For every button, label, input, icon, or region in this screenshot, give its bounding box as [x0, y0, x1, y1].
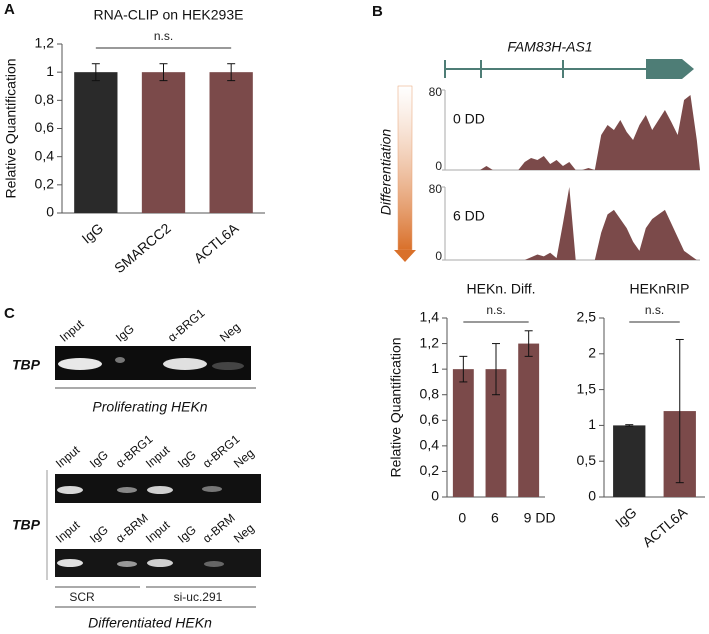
bar	[613, 425, 646, 497]
y-tick-label: 80	[429, 182, 443, 196]
x-tick-label: ACTL6A	[191, 219, 242, 266]
y-tick-label: 0	[588, 488, 596, 504]
annotation: n.s.	[645, 303, 664, 317]
x-tick-label: IgG	[612, 504, 640, 531]
chart-title: HEKn. Diff.	[467, 281, 536, 297]
lane-label: Neg	[217, 320, 243, 345]
x-tick-label: IgG	[79, 220, 107, 247]
y-tick-label: 0,5	[577, 452, 597, 468]
gel-target: TBP	[12, 517, 41, 533]
chart-title: RNA-CLIP on HEK293E	[94, 7, 244, 23]
y-tick-label: 0	[431, 488, 439, 504]
gel-caption: Proliferating HEKn	[92, 399, 207, 415]
y-tick-label: 1	[431, 360, 439, 376]
panel-label: B	[372, 3, 383, 20]
y-tick-label: 2,5	[577, 309, 597, 325]
lane-label: IgG	[87, 448, 111, 471]
lane-label: Input	[53, 442, 83, 470]
y-tick-label: 1	[588, 416, 596, 432]
y-tick-label: 0,6	[420, 411, 440, 427]
y-tick-label: 2	[588, 345, 596, 361]
y-tick-label: 1,5	[577, 380, 597, 396]
lane-label: Neg	[231, 446, 257, 471]
coverage-area	[445, 187, 700, 260]
x-tick-label: SMARCC2	[111, 220, 174, 276]
x-tick-label: 0	[458, 510, 466, 526]
chart-title: HEKnRIP	[630, 281, 690, 297]
track-label: 0 DD	[453, 111, 485, 127]
lane-label: IgG	[175, 523, 199, 546]
x-tick-label: 9 DD	[524, 510, 556, 526]
y-tick-label: 0,4	[420, 437, 440, 453]
track-label: 6 DD	[453, 208, 485, 224]
y-tick-label: 0	[46, 204, 54, 220]
x-tick-label: 6	[491, 510, 499, 526]
bar	[141, 72, 186, 214]
bar	[518, 343, 540, 497]
y-axis-label: Relative Quantification	[388, 337, 404, 477]
bar	[74, 72, 118, 214]
axis-label: Differentiation	[378, 129, 394, 216]
y-tick-label: 1,4	[420, 309, 440, 325]
lane-label: α-BRM	[200, 511, 238, 546]
y-tick-label: 0,4	[35, 147, 55, 163]
y-tick-label: 1,2	[420, 334, 440, 350]
group-label: SCR	[69, 590, 95, 604]
lane-label: Input	[53, 517, 83, 545]
y-tick-label: 0	[435, 159, 442, 173]
gel-caption: Differentiated HEKn	[88, 615, 212, 631]
panel-label: C	[4, 305, 15, 322]
y-tick-label: 1	[46, 63, 54, 79]
annotation: n.s.	[154, 29, 173, 43]
gel-target: TBP	[12, 357, 41, 373]
lane-label: IgG	[175, 448, 199, 471]
coverage-area	[445, 95, 700, 170]
y-tick-label: 1,2	[35, 35, 55, 51]
y-axis-label: Relative Quantification	[3, 58, 19, 198]
group-label: si-uc.291	[174, 590, 223, 604]
lane-label: α-BRG1	[165, 306, 208, 345]
bar	[452, 369, 474, 497]
y-tick-label: 0,2	[35, 176, 55, 192]
y-tick-label: 0	[435, 249, 442, 263]
lane-label: Input	[57, 316, 87, 344]
x-tick-label: ACTL6A	[639, 503, 690, 550]
bar	[209, 72, 253, 214]
lane-label: Neg	[231, 521, 257, 546]
panel-label: A	[4, 1, 15, 18]
annotation: n.s.	[486, 303, 505, 317]
gel-image	[46, 346, 261, 608]
y-tick-label: 0,8	[35, 91, 55, 107]
gene-model	[444, 59, 694, 79]
bar	[485, 369, 507, 497]
gene-name: FAM83H-AS1	[507, 39, 592, 55]
lane-label: IgG	[113, 322, 137, 345]
y-tick-label: 0,6	[35, 119, 55, 135]
lane-label: IgG	[87, 523, 111, 546]
y-tick-label: 0,8	[420, 385, 440, 401]
y-tick-label: 80	[429, 85, 443, 99]
differentiation-arrow	[394, 85, 416, 262]
y-tick-label: 0,2	[420, 462, 440, 478]
lane-label: α-BRM	[113, 511, 151, 546]
